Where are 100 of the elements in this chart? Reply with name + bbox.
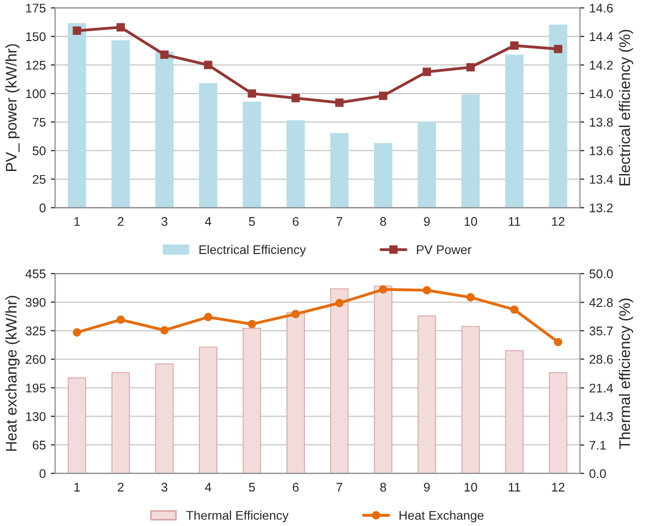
point xyxy=(204,60,212,70)
x-tick-label: 3 xyxy=(161,217,168,226)
y-tick-label: 195 xyxy=(26,384,46,392)
x-tick-label: 7 xyxy=(336,482,342,492)
bar xyxy=(242,328,262,474)
x-tick-label: 6 xyxy=(292,217,299,226)
x-tick-label: 10 xyxy=(464,217,478,226)
bar xyxy=(286,312,305,474)
y-axis-title: Heat exchange (kW/hr) xyxy=(5,296,20,451)
x-tick-label: 8 xyxy=(380,482,386,492)
point xyxy=(291,310,300,318)
y2-tick-label: 13.8 xyxy=(590,118,613,127)
y-tick-label: 325 xyxy=(26,326,46,336)
y2-tick-label: 50.0 xyxy=(589,269,613,278)
bar xyxy=(374,286,392,474)
y2-tick-label: 13.6 xyxy=(590,146,613,156)
y2-axis-title: Thermal efficiency (%) xyxy=(618,298,634,450)
bar xyxy=(68,377,86,474)
y-tick-label: 150 xyxy=(26,32,46,42)
bar xyxy=(330,288,349,474)
y-tick-label: 390 xyxy=(26,298,46,307)
bar xyxy=(155,363,174,474)
y-tick-label: 0 xyxy=(40,469,46,478)
x-tick-label: 4 xyxy=(204,482,212,492)
x-tick-label: 5 xyxy=(248,482,255,492)
point xyxy=(422,68,432,76)
y-tick-label: 0 xyxy=(40,203,46,212)
x-tick-label: 2 xyxy=(118,482,124,492)
y2-tick-label: 14.3 xyxy=(590,412,613,421)
bar xyxy=(461,326,480,474)
y-axis-title: PV_ power (kW/hr) xyxy=(5,44,20,172)
y-tick-label: 175 xyxy=(26,4,46,13)
x-tick-label: 12 xyxy=(552,482,564,492)
y-tick-label: 260 xyxy=(26,355,46,364)
y-tick-label: 100 xyxy=(26,89,46,98)
point xyxy=(554,338,562,346)
y2-tick-label: 0.0 xyxy=(589,469,606,478)
y2-tick-label: 42.8 xyxy=(589,298,613,308)
point xyxy=(160,50,169,59)
y2-tick-label: 13.2 xyxy=(590,203,613,212)
legend-label: Heat Exchange xyxy=(400,510,484,522)
point xyxy=(554,44,562,54)
point xyxy=(291,94,300,102)
y-tick-label: 75 xyxy=(32,118,46,127)
x-tick-label: 1 xyxy=(74,482,80,492)
bar xyxy=(418,316,436,474)
point xyxy=(422,286,432,294)
point xyxy=(335,98,344,107)
y-tick-label: 25 xyxy=(32,174,46,184)
point xyxy=(335,298,344,308)
x-tick-label: 9 xyxy=(424,482,430,492)
point xyxy=(116,23,125,32)
y2-tick-label: 7.1 xyxy=(590,440,606,450)
x-tick-label: 12 xyxy=(552,217,564,226)
point xyxy=(160,326,169,334)
x-tick-label: 11 xyxy=(508,482,520,492)
y2-tick-label: 14.4 xyxy=(590,32,613,41)
y-tick-label: 50 xyxy=(32,146,46,156)
x-tick-label: 3 xyxy=(161,482,168,492)
y-tick-label: 65 xyxy=(32,440,46,450)
y-tick-label: 125 xyxy=(26,60,46,70)
x-tick-label: 1 xyxy=(74,217,80,226)
y2-tick-label: 35.7 xyxy=(589,326,613,336)
point xyxy=(378,285,388,294)
x-tick-label: 4 xyxy=(204,217,212,226)
point xyxy=(510,41,519,50)
legend-label: Thermal Efficiency xyxy=(186,510,289,522)
point xyxy=(510,305,519,314)
x-tick-label: 6 xyxy=(292,482,299,492)
point xyxy=(72,328,82,337)
x-tick-label: 2 xyxy=(118,217,124,226)
legend-label: Electrical Efficiency xyxy=(200,244,306,257)
bar xyxy=(112,372,130,474)
x-tick-label: 8 xyxy=(380,217,386,226)
bar xyxy=(505,350,524,474)
bar xyxy=(199,346,218,474)
point xyxy=(466,63,475,72)
y2-tick-label: 13.4 xyxy=(590,174,613,184)
y-tick-label: 130 xyxy=(26,412,46,421)
x-tick-label: 11 xyxy=(508,217,520,226)
x-tick-label: 5 xyxy=(248,217,255,226)
x-tick-label: 7 xyxy=(336,217,342,226)
y-tick-label: 455 xyxy=(25,270,46,278)
x-tick-label: 10 xyxy=(464,482,478,492)
point xyxy=(204,312,212,322)
point xyxy=(72,26,82,35)
legend-label: PV Power xyxy=(416,245,472,254)
point xyxy=(248,89,256,98)
x-tick-label: 9 xyxy=(424,217,430,226)
y2-tick-label: 21.4 xyxy=(590,384,613,392)
y2-tick-label: 14.6 xyxy=(590,4,613,13)
point xyxy=(466,293,475,302)
y2-tick-label: 14.0 xyxy=(590,89,613,98)
bar xyxy=(548,372,568,474)
y2-axis-title: Electrical efficiency (%) xyxy=(618,30,634,186)
y2-tick-label: 28.6 xyxy=(590,354,613,364)
point xyxy=(116,316,125,324)
point xyxy=(378,92,388,100)
y2-tick-label: 14.2 xyxy=(590,60,613,70)
point xyxy=(248,320,256,328)
